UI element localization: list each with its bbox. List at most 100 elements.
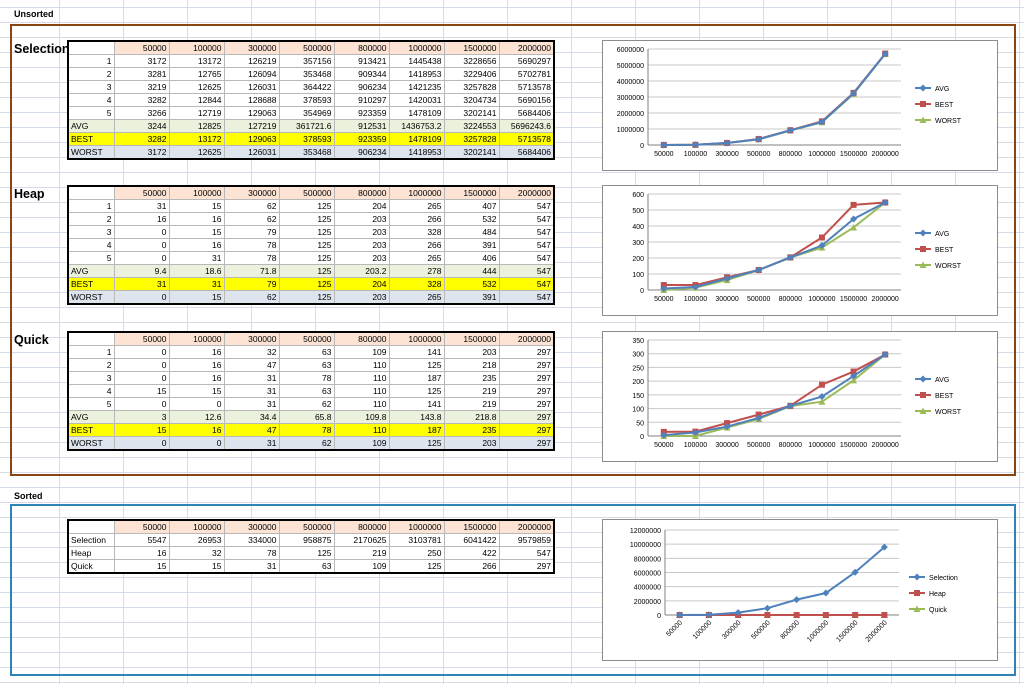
header-cell[interactable]: 100000 bbox=[168, 185, 225, 200]
value-cell[interactable]: 378593 bbox=[278, 93, 335, 107]
value-cell[interactable]: 297 bbox=[498, 384, 555, 398]
value-cell[interactable]: 958875 bbox=[278, 533, 335, 547]
row-label-cell[interactable]: 2 bbox=[67, 358, 115, 372]
value-cell[interactable]: 266 bbox=[388, 238, 445, 252]
header-cell[interactable]: 1500000 bbox=[443, 331, 500, 346]
value-cell[interactable]: 219 bbox=[443, 384, 500, 398]
best-label-cell[interactable]: BEST bbox=[67, 423, 115, 437]
value-cell[interactable]: 297 bbox=[498, 397, 555, 411]
value-cell[interactable]: 3281 bbox=[113, 67, 170, 81]
row-label-cell[interactable]: Selection bbox=[67, 533, 115, 547]
value-cell[interactable]: 3219 bbox=[113, 80, 170, 94]
value-cell[interactable]: 547 bbox=[498, 251, 555, 265]
best-value-cell[interactable]: 297 bbox=[498, 423, 555, 437]
header-cell[interactable]: 500000 bbox=[278, 40, 335, 55]
value-cell[interactable]: 109 bbox=[333, 559, 390, 574]
worst-value-cell[interactable]: 906234 bbox=[333, 145, 390, 160]
header-cell[interactable]: 100000 bbox=[168, 331, 225, 346]
worst-value-cell[interactable]: 265 bbox=[388, 290, 445, 305]
header-cell[interactable]: 500000 bbox=[278, 185, 335, 200]
value-cell[interactable]: 9579859 bbox=[498, 533, 555, 547]
worst-label-cell[interactable]: WORST bbox=[67, 290, 115, 305]
worst-value-cell[interactable]: 3202141 bbox=[443, 145, 500, 160]
row-label-cell[interactable]: 4 bbox=[67, 384, 115, 398]
value-cell[interactable]: 0 bbox=[113, 397, 170, 411]
worst-value-cell[interactable]: 3172 bbox=[113, 145, 170, 160]
value-cell[interactable]: 547 bbox=[498, 212, 555, 226]
value-cell[interactable]: 547 bbox=[498, 238, 555, 252]
value-cell[interactable]: 128688 bbox=[223, 93, 280, 107]
value-cell[interactable]: 297 bbox=[498, 559, 555, 574]
value-cell[interactable]: 3229406 bbox=[443, 67, 500, 81]
worst-value-cell[interactable]: 353468 bbox=[278, 145, 335, 160]
value-cell[interactable]: 547 bbox=[498, 225, 555, 239]
row-label-cell[interactable]: Quick bbox=[67, 559, 115, 574]
row-label-cell[interactable]: 5 bbox=[67, 251, 115, 265]
worst-value-cell[interactable]: 0 bbox=[113, 290, 170, 305]
avg-value-cell[interactable]: 218.8 bbox=[443, 410, 500, 424]
value-cell[interactable]: 547 bbox=[498, 546, 555, 560]
value-cell[interactable]: 125 bbox=[278, 238, 335, 252]
row-label-cell[interactable]: 1 bbox=[67, 199, 115, 213]
avg-value-cell[interactable]: 3244 bbox=[113, 119, 170, 133]
value-cell[interactable]: 235 bbox=[443, 371, 500, 385]
value-cell[interactable]: 203 bbox=[333, 212, 390, 226]
header-cell[interactable]: 800000 bbox=[333, 185, 390, 200]
value-cell[interactable]: 204 bbox=[333, 199, 390, 213]
avg-label-cell[interactable]: AVG bbox=[67, 264, 115, 278]
avg-label-cell[interactable]: AVG bbox=[67, 410, 115, 424]
value-cell[interactable]: 125 bbox=[388, 559, 445, 574]
value-cell[interactable]: 16 bbox=[168, 371, 225, 385]
value-cell[interactable]: 910297 bbox=[333, 93, 390, 107]
worst-value-cell[interactable]: 391 bbox=[443, 290, 500, 305]
value-cell[interactable]: 3202141 bbox=[443, 106, 500, 120]
worst-value-cell[interactable]: 15 bbox=[168, 290, 225, 305]
value-cell[interactable]: 141 bbox=[388, 345, 445, 359]
value-cell[interactable]: 110 bbox=[333, 384, 390, 398]
value-cell[interactable]: 12844 bbox=[168, 93, 225, 107]
value-cell[interactable]: 63 bbox=[278, 559, 335, 574]
corner-cell[interactable] bbox=[67, 519, 115, 534]
header-cell[interactable]: 1000000 bbox=[388, 519, 445, 534]
value-cell[interactable]: 334000 bbox=[223, 533, 280, 547]
avg-value-cell[interactable]: 1436753.2 bbox=[388, 119, 445, 133]
value-cell[interactable]: 62 bbox=[223, 212, 280, 226]
value-cell[interactable]: 141 bbox=[388, 397, 445, 411]
avg-value-cell[interactable]: 65.8 bbox=[278, 410, 335, 424]
header-cell[interactable]: 100000 bbox=[168, 40, 225, 55]
value-cell[interactable]: 26953 bbox=[168, 533, 225, 547]
row-label-cell[interactable]: 5 bbox=[67, 106, 115, 120]
value-cell[interactable]: 357156 bbox=[278, 54, 335, 68]
value-cell[interactable]: 15 bbox=[168, 384, 225, 398]
header-cell[interactable]: 500000 bbox=[278, 519, 335, 534]
value-cell[interactable]: 32 bbox=[168, 546, 225, 560]
best-value-cell[interactable]: 547 bbox=[498, 277, 555, 291]
value-cell[interactable]: 5684406 bbox=[498, 106, 555, 120]
avg-value-cell[interactable]: 127219 bbox=[223, 119, 280, 133]
best-value-cell[interactable]: 31 bbox=[168, 277, 225, 291]
best-value-cell[interactable]: 78 bbox=[278, 423, 335, 437]
avg-value-cell[interactable]: 71.8 bbox=[223, 264, 280, 278]
value-cell[interactable]: 203 bbox=[443, 345, 500, 359]
worst-value-cell[interactable]: 125 bbox=[278, 290, 335, 305]
value-cell[interactable]: 266 bbox=[443, 559, 500, 574]
avg-value-cell[interactable]: 3 bbox=[113, 410, 170, 424]
best-value-cell[interactable]: 129063 bbox=[223, 132, 280, 146]
value-cell[interactable]: 31 bbox=[168, 251, 225, 265]
worst-value-cell[interactable]: 126031 bbox=[223, 145, 280, 160]
worst-value-cell[interactable]: 0 bbox=[168, 436, 225, 451]
value-cell[interactable]: 265 bbox=[388, 199, 445, 213]
worst-label-cell[interactable]: WORST bbox=[67, 145, 115, 160]
worst-value-cell[interactable]: 62 bbox=[278, 436, 335, 451]
header-cell[interactable]: 300000 bbox=[223, 519, 280, 534]
value-cell[interactable]: 62 bbox=[278, 397, 335, 411]
best-value-cell[interactable]: 532 bbox=[443, 277, 500, 291]
value-cell[interactable]: 3103781 bbox=[388, 533, 445, 547]
avg-value-cell[interactable]: 9.4 bbox=[113, 264, 170, 278]
worst-value-cell[interactable]: 203 bbox=[443, 436, 500, 451]
header-cell[interactable]: 2000000 bbox=[498, 331, 555, 346]
best-value-cell[interactable]: 15 bbox=[113, 423, 170, 437]
value-cell[interactable]: 16 bbox=[113, 212, 170, 226]
best-value-cell[interactable]: 125 bbox=[278, 277, 335, 291]
value-cell[interactable]: 203 bbox=[333, 225, 390, 239]
